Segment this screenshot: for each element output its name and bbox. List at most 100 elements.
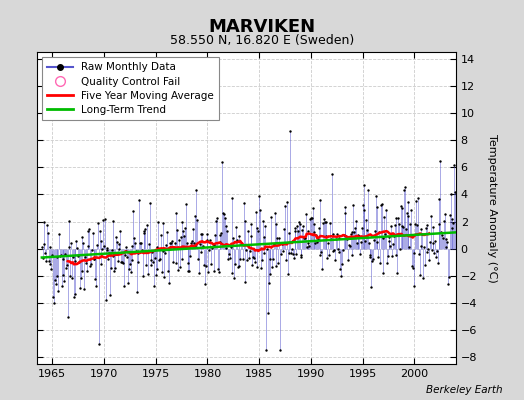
Point <box>338 260 346 267</box>
Point <box>349 202 357 208</box>
Point <box>386 243 395 249</box>
Point <box>265 256 274 262</box>
Point <box>311 240 320 246</box>
Point <box>93 242 101 248</box>
Point <box>309 205 317 211</box>
Point <box>365 253 374 260</box>
Point <box>124 280 132 286</box>
Point <box>427 212 435 219</box>
Point <box>221 222 230 229</box>
Point <box>152 244 161 250</box>
Point <box>104 256 113 262</box>
Point <box>267 214 276 220</box>
Point <box>368 258 376 264</box>
Point <box>410 250 419 256</box>
Point <box>209 268 217 274</box>
Point <box>139 230 148 236</box>
Point <box>383 260 391 267</box>
Point <box>138 272 147 279</box>
Point <box>361 238 369 244</box>
Point <box>319 220 328 226</box>
Point <box>66 273 74 279</box>
Point <box>314 224 323 231</box>
Point <box>119 260 127 266</box>
Point <box>362 217 370 224</box>
Point <box>268 264 276 270</box>
Point <box>385 233 394 240</box>
Point <box>398 205 407 212</box>
Point <box>393 270 401 276</box>
Point <box>314 236 322 242</box>
Point <box>290 254 298 261</box>
Point <box>90 256 99 262</box>
Point <box>73 245 81 252</box>
Point <box>421 224 430 231</box>
Point <box>191 242 200 249</box>
Point <box>242 247 250 254</box>
Point <box>348 228 356 235</box>
Point <box>187 240 195 246</box>
Point <box>207 261 215 267</box>
Point <box>134 259 142 266</box>
Point <box>39 254 47 261</box>
Point <box>226 255 234 262</box>
Point <box>162 242 170 248</box>
Point <box>59 255 68 262</box>
Point <box>63 262 71 268</box>
Point <box>431 238 439 244</box>
Point <box>246 232 255 239</box>
Point <box>449 220 457 226</box>
Point <box>247 221 256 228</box>
Point <box>320 216 328 222</box>
Point <box>163 229 171 236</box>
Point <box>315 252 324 258</box>
Point <box>290 225 299 231</box>
Point <box>260 234 269 240</box>
Point <box>71 258 80 264</box>
Point <box>285 230 293 236</box>
Point <box>40 219 49 225</box>
Point <box>95 228 104 234</box>
Point <box>101 216 109 222</box>
Point <box>169 258 177 265</box>
Point <box>310 221 319 228</box>
Point <box>75 285 84 291</box>
Point <box>361 182 369 189</box>
Legend: Raw Monthly Data, Quality Control Fail, Five Year Moving Average, Long-Term Tren: Raw Monthly Data, Quality Control Fail, … <box>42 57 220 120</box>
Point <box>113 239 121 245</box>
Point <box>195 241 204 247</box>
Point <box>297 252 305 258</box>
Point <box>285 250 293 257</box>
Point <box>132 248 140 254</box>
Point <box>199 243 208 249</box>
Point <box>328 171 336 177</box>
Point <box>417 226 425 232</box>
Point <box>317 248 325 255</box>
Point <box>255 193 264 199</box>
Point <box>259 250 268 256</box>
Point <box>414 251 423 258</box>
Point <box>241 218 249 225</box>
Point <box>82 268 91 274</box>
Point <box>379 270 388 276</box>
Point <box>275 235 283 242</box>
Point <box>304 240 313 246</box>
Point <box>274 259 282 266</box>
Point <box>200 262 208 268</box>
Point <box>269 255 277 262</box>
Point <box>326 220 334 226</box>
Point <box>321 219 330 226</box>
Point <box>209 243 217 249</box>
Point <box>168 237 176 244</box>
Point <box>78 234 86 240</box>
Point <box>91 276 100 282</box>
Point <box>416 272 424 278</box>
Point <box>143 222 151 228</box>
Point <box>156 256 164 263</box>
Point <box>238 241 246 247</box>
Point <box>232 224 240 230</box>
Point <box>72 238 81 244</box>
Point <box>423 248 432 255</box>
Point <box>172 210 181 217</box>
Point <box>219 210 227 216</box>
